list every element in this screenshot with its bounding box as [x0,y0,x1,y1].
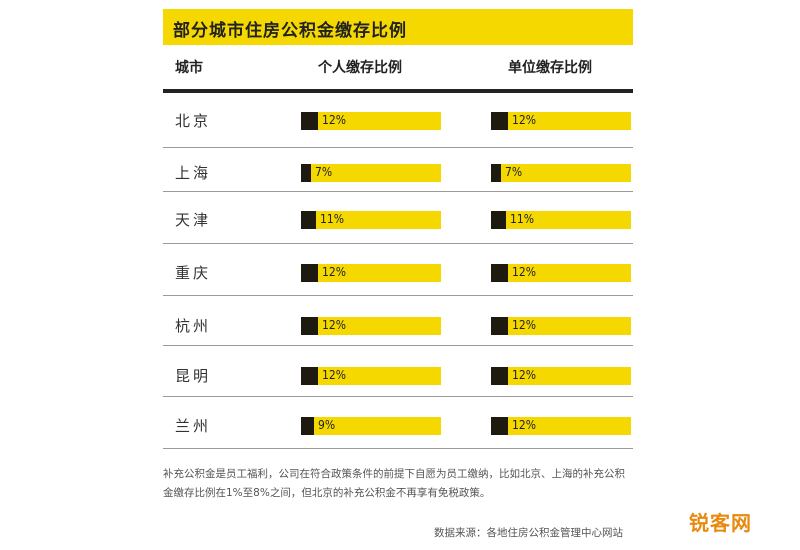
city-label: 北京 [175,110,211,131]
employer-bar: 11% [491,211,631,229]
personal-value-label: 7% [315,165,332,179]
row-divider [163,295,633,296]
personal-bar-fill [301,317,318,335]
personal-bar-fill [301,417,314,435]
personal-bar: 11% [301,211,441,229]
employer-value-label: 12% [512,418,536,432]
employer-bar: 12% [491,367,631,385]
employer-bar-fill [491,264,508,282]
city-label: 昆明 [175,365,211,386]
header-personal: 个人缴存比例 [318,57,402,77]
employer-bar-fill [491,112,508,130]
row-divider [163,147,633,148]
employer-bar-fill [491,417,508,435]
footnote: 补充公积金是员工福利，公司在符合政策条件的前提下自愿为员工缴纳，比如北京、上海的… [163,465,633,503]
watermark-logo: 锐客网 [689,507,752,536]
personal-value-label: 9% [318,418,335,432]
personal-bar-fill [301,211,316,229]
employer-value-label: 11% [510,212,534,226]
employer-value-label: 12% [512,368,536,382]
personal-bar-fill [301,264,318,282]
header-employer: 单位缴存比例 [508,57,592,77]
row-divider [163,396,633,397]
city-label: 重庆 [175,262,211,283]
header-rule [163,89,633,93]
personal-value-label: 12% [322,318,346,332]
chart-card: 部分城市住房公积金缴存比例 城市 个人缴存比例 单位缴存比例 北京 12% 12% 上… [163,5,635,545]
employer-bar: 12% [491,264,631,282]
employer-bar: 12% [491,317,631,335]
employer-value-label: 12% [512,318,536,332]
personal-bar: 9% [301,417,441,435]
city-label: 兰州 [175,415,211,436]
personal-bar: 12% [301,367,441,385]
employer-bar-fill [491,367,508,385]
employer-value-label: 7% [505,165,522,179]
personal-value-label: 12% [322,113,346,127]
personal-bar: 12% [301,264,441,282]
city-label: 天津 [175,209,211,230]
personal-bar-fill [301,164,311,182]
personal-value-label: 12% [322,368,346,382]
employer-value-label: 12% [512,113,536,127]
personal-bar: 7% [301,164,441,182]
personal-value-label: 12% [322,265,346,279]
personal-bar-fill [301,112,318,130]
personal-bar-fill [301,367,318,385]
chart-title: 部分城市住房公积金缴存比例 [173,16,407,41]
employer-value-label: 12% [512,265,536,279]
personal-bar: 12% [301,317,441,335]
employer-bar: 7% [491,164,631,182]
employer-bar: 12% [491,112,631,130]
employer-bar-fill [491,211,506,229]
row-divider [163,345,633,346]
employer-bar-fill [491,164,501,182]
row-divider [163,243,633,244]
city-label: 杭州 [175,315,211,336]
title-bar: 部分城市住房公积金缴存比例 [163,9,633,45]
employer-bar-fill [491,317,508,335]
personal-value-label: 11% [320,212,344,226]
header-city: 城市 [175,57,203,77]
personal-bar: 12% [301,112,441,130]
row-divider [163,191,633,192]
employer-bar: 12% [491,417,631,435]
data-source: 数据来源：各地住房公积金管理中心网站 [434,525,623,540]
row-divider [163,448,633,449]
city-label: 上海 [175,162,211,183]
